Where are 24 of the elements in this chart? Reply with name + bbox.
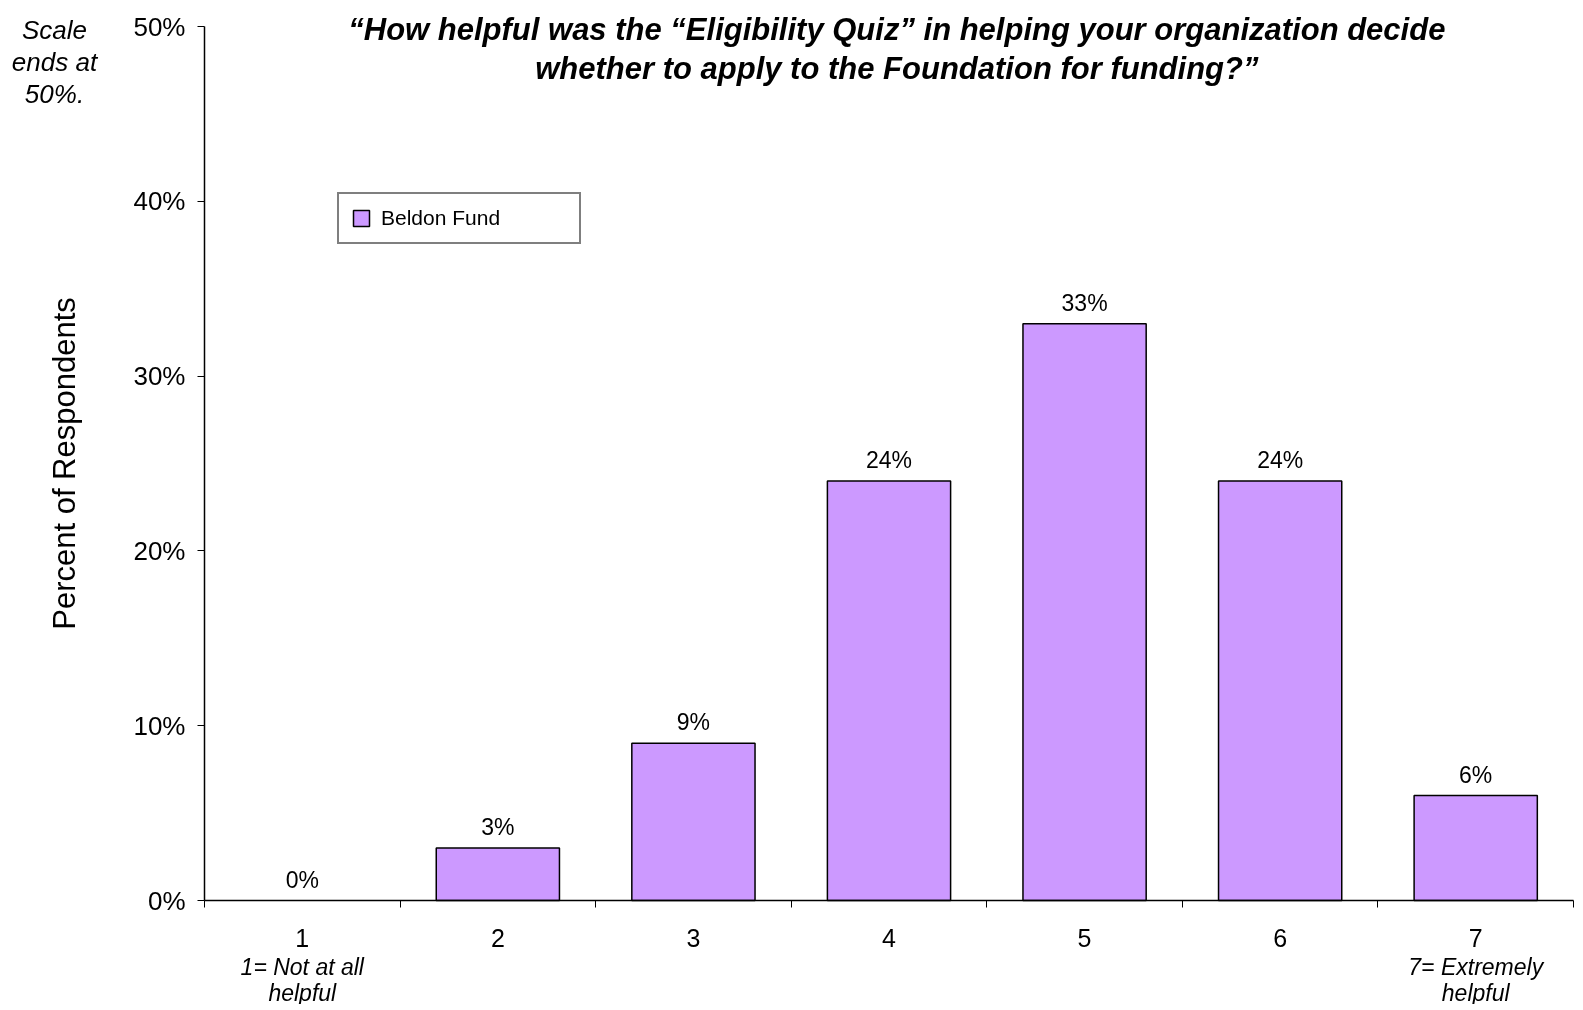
y-tick-label: 10% bbox=[133, 710, 186, 741]
y-axis-title: Percent of Respondents bbox=[47, 297, 83, 630]
x-tick-label: 2 bbox=[490, 923, 505, 952]
data-label: 9% bbox=[676, 709, 711, 736]
data-label: 24% bbox=[1257, 446, 1304, 473]
y-tick-label: 0% bbox=[147, 885, 186, 916]
chart-title: “How helpful was the “Eligibility Quiz” in helping your organization decide whether to apply to the Foundation for funding?” bbox=[348, 12, 1446, 86]
x-tick-label: 7 bbox=[1468, 923, 1483, 952]
x-tick-label: 1 bbox=[295, 923, 310, 952]
y-tick-label: 30% bbox=[133, 361, 186, 392]
y-tick-label: 40% bbox=[133, 186, 186, 217]
y-tick-label: 50% bbox=[133, 11, 186, 42]
text: Scale ends at 50%. bbox=[11, 14, 99, 109]
y-tick-label: 20% bbox=[133, 535, 186, 566]
data-label: 33% bbox=[1061, 289, 1108, 316]
data-label: 0% bbox=[285, 866, 319, 893]
x-tick-label: 5 bbox=[1077, 923, 1092, 952]
legend-label: Beldon Fund bbox=[381, 206, 502, 230]
data-label: 24% bbox=[865, 446, 913, 473]
x-tick-label: 6 bbox=[1273, 923, 1288, 952]
data-label: 6% bbox=[1459, 761, 1493, 788]
data-label: 3% bbox=[481, 814, 515, 841]
x-tick-label: 4 bbox=[882, 923, 897, 952]
x-tick-label: 3 bbox=[686, 923, 701, 952]
